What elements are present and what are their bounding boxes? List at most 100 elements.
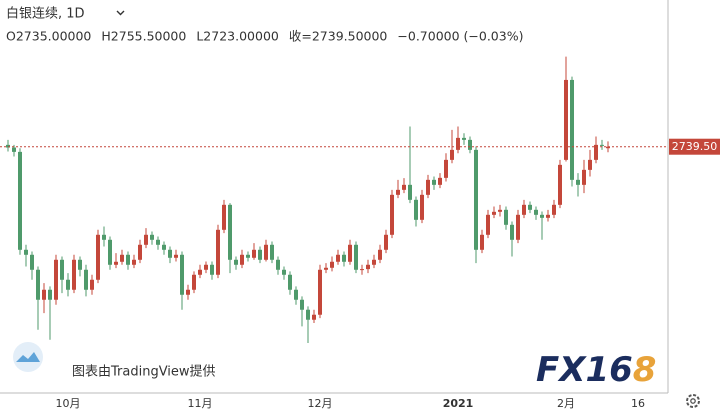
candle-body [222, 204, 226, 230]
candle-body [48, 289, 52, 300]
candle-body [120, 254, 124, 262]
candle-body [126, 254, 130, 265]
candle-body [600, 144, 604, 146]
candle-body [468, 139, 472, 150]
candle-body [324, 267, 328, 270]
legend-item: L2723.00000 [196, 29, 279, 44]
candle-body [342, 254, 346, 262]
candle-body [372, 259, 376, 265]
candle-body [264, 244, 268, 260]
candle-body [90, 279, 94, 290]
candle-body [534, 209, 538, 215]
candle-body [414, 199, 418, 220]
candle-body [54, 259, 58, 300]
candle-body [216, 229, 220, 275]
candle-body [252, 249, 256, 258]
candle-body [228, 204, 232, 260]
candle-body [24, 249, 28, 255]
candle-body [444, 159, 448, 178]
candle-body [72, 259, 76, 290]
candle-body [186, 289, 190, 295]
candle-body [456, 137, 460, 150]
candle-body [462, 137, 466, 140]
candle-body [60, 259, 64, 280]
candle-body [66, 279, 70, 290]
candle-body [576, 179, 580, 185]
x-tick-label: 11月 [188, 397, 213, 410]
candle-body [486, 214, 490, 235]
candle-body [234, 259, 238, 265]
candle-body [432, 179, 436, 185]
candle-body [606, 146, 610, 149]
candle-body [408, 184, 412, 200]
candle-body [150, 234, 154, 240]
candle-body [18, 151, 22, 250]
candle-body [510, 224, 514, 240]
legend-item: H2755.50000 [101, 29, 186, 44]
last-price-box [669, 138, 720, 155]
candle-body [480, 234, 484, 250]
candle-body [402, 184, 406, 190]
candle-body [246, 254, 250, 258]
candle-body [540, 214, 544, 218]
logo-part: FX16 [536, 350, 633, 390]
candle-body [180, 254, 184, 295]
candle-body [348, 244, 352, 262]
candle-body [378, 249, 382, 260]
settings-icon[interactable] [686, 394, 700, 408]
candle-body [204, 264, 208, 270]
candle-body [198, 269, 202, 275]
candles [6, 56, 610, 344]
candle-body [558, 164, 562, 205]
candle-body [168, 249, 172, 258]
candle-body [516, 214, 520, 240]
candle-body [42, 289, 46, 300]
candle-body [564, 79, 568, 160]
gear-outer [686, 394, 700, 408]
candle-body [330, 261, 334, 268]
candle-body [294, 289, 298, 300]
legend-item: −0.70000 (−0.03%) [397, 29, 523, 44]
candle-body [384, 234, 388, 250]
candle-body [582, 169, 586, 185]
candle-body [336, 254, 340, 262]
candle-body [552, 204, 556, 215]
candle-body [138, 244, 142, 260]
candle-body [420, 194, 424, 220]
candle-body [102, 234, 106, 240]
candle-body [114, 261, 118, 265]
legend-item: 收=2739.50000 [289, 29, 388, 44]
candle-body [288, 274, 292, 290]
candle-body [492, 211, 496, 215]
gear-inner [690, 398, 696, 404]
legend-item: O2735.00000 [6, 29, 91, 44]
logo: FX168 [536, 350, 656, 390]
candle-body [30, 254, 34, 270]
candle-body [390, 194, 394, 235]
candle-body [276, 259, 280, 270]
candle-body [504, 209, 508, 225]
candle-body [306, 309, 310, 320]
candle-body [162, 244, 166, 250]
interval-chevron[interactable] [116, 10, 125, 16]
tv-logo-mark [16, 352, 40, 362]
candle-body [588, 159, 592, 170]
last-price-label: 2739.50 [672, 140, 718, 153]
x-tick-label: 12月 [308, 397, 333, 410]
candle-body [354, 244, 358, 270]
candle-body [426, 179, 430, 195]
candle-body [474, 149, 478, 250]
candle-body [300, 299, 304, 310]
candle-body [360, 269, 364, 271]
candle-body [96, 234, 100, 280]
candle-body [210, 264, 214, 275]
candle-body [240, 254, 244, 265]
legend-bg [0, 2, 590, 44]
candle-body [282, 269, 286, 275]
candle-body [36, 269, 40, 300]
candle-body [498, 209, 502, 212]
candle-body [156, 239, 160, 245]
tv-logo [13, 342, 43, 372]
